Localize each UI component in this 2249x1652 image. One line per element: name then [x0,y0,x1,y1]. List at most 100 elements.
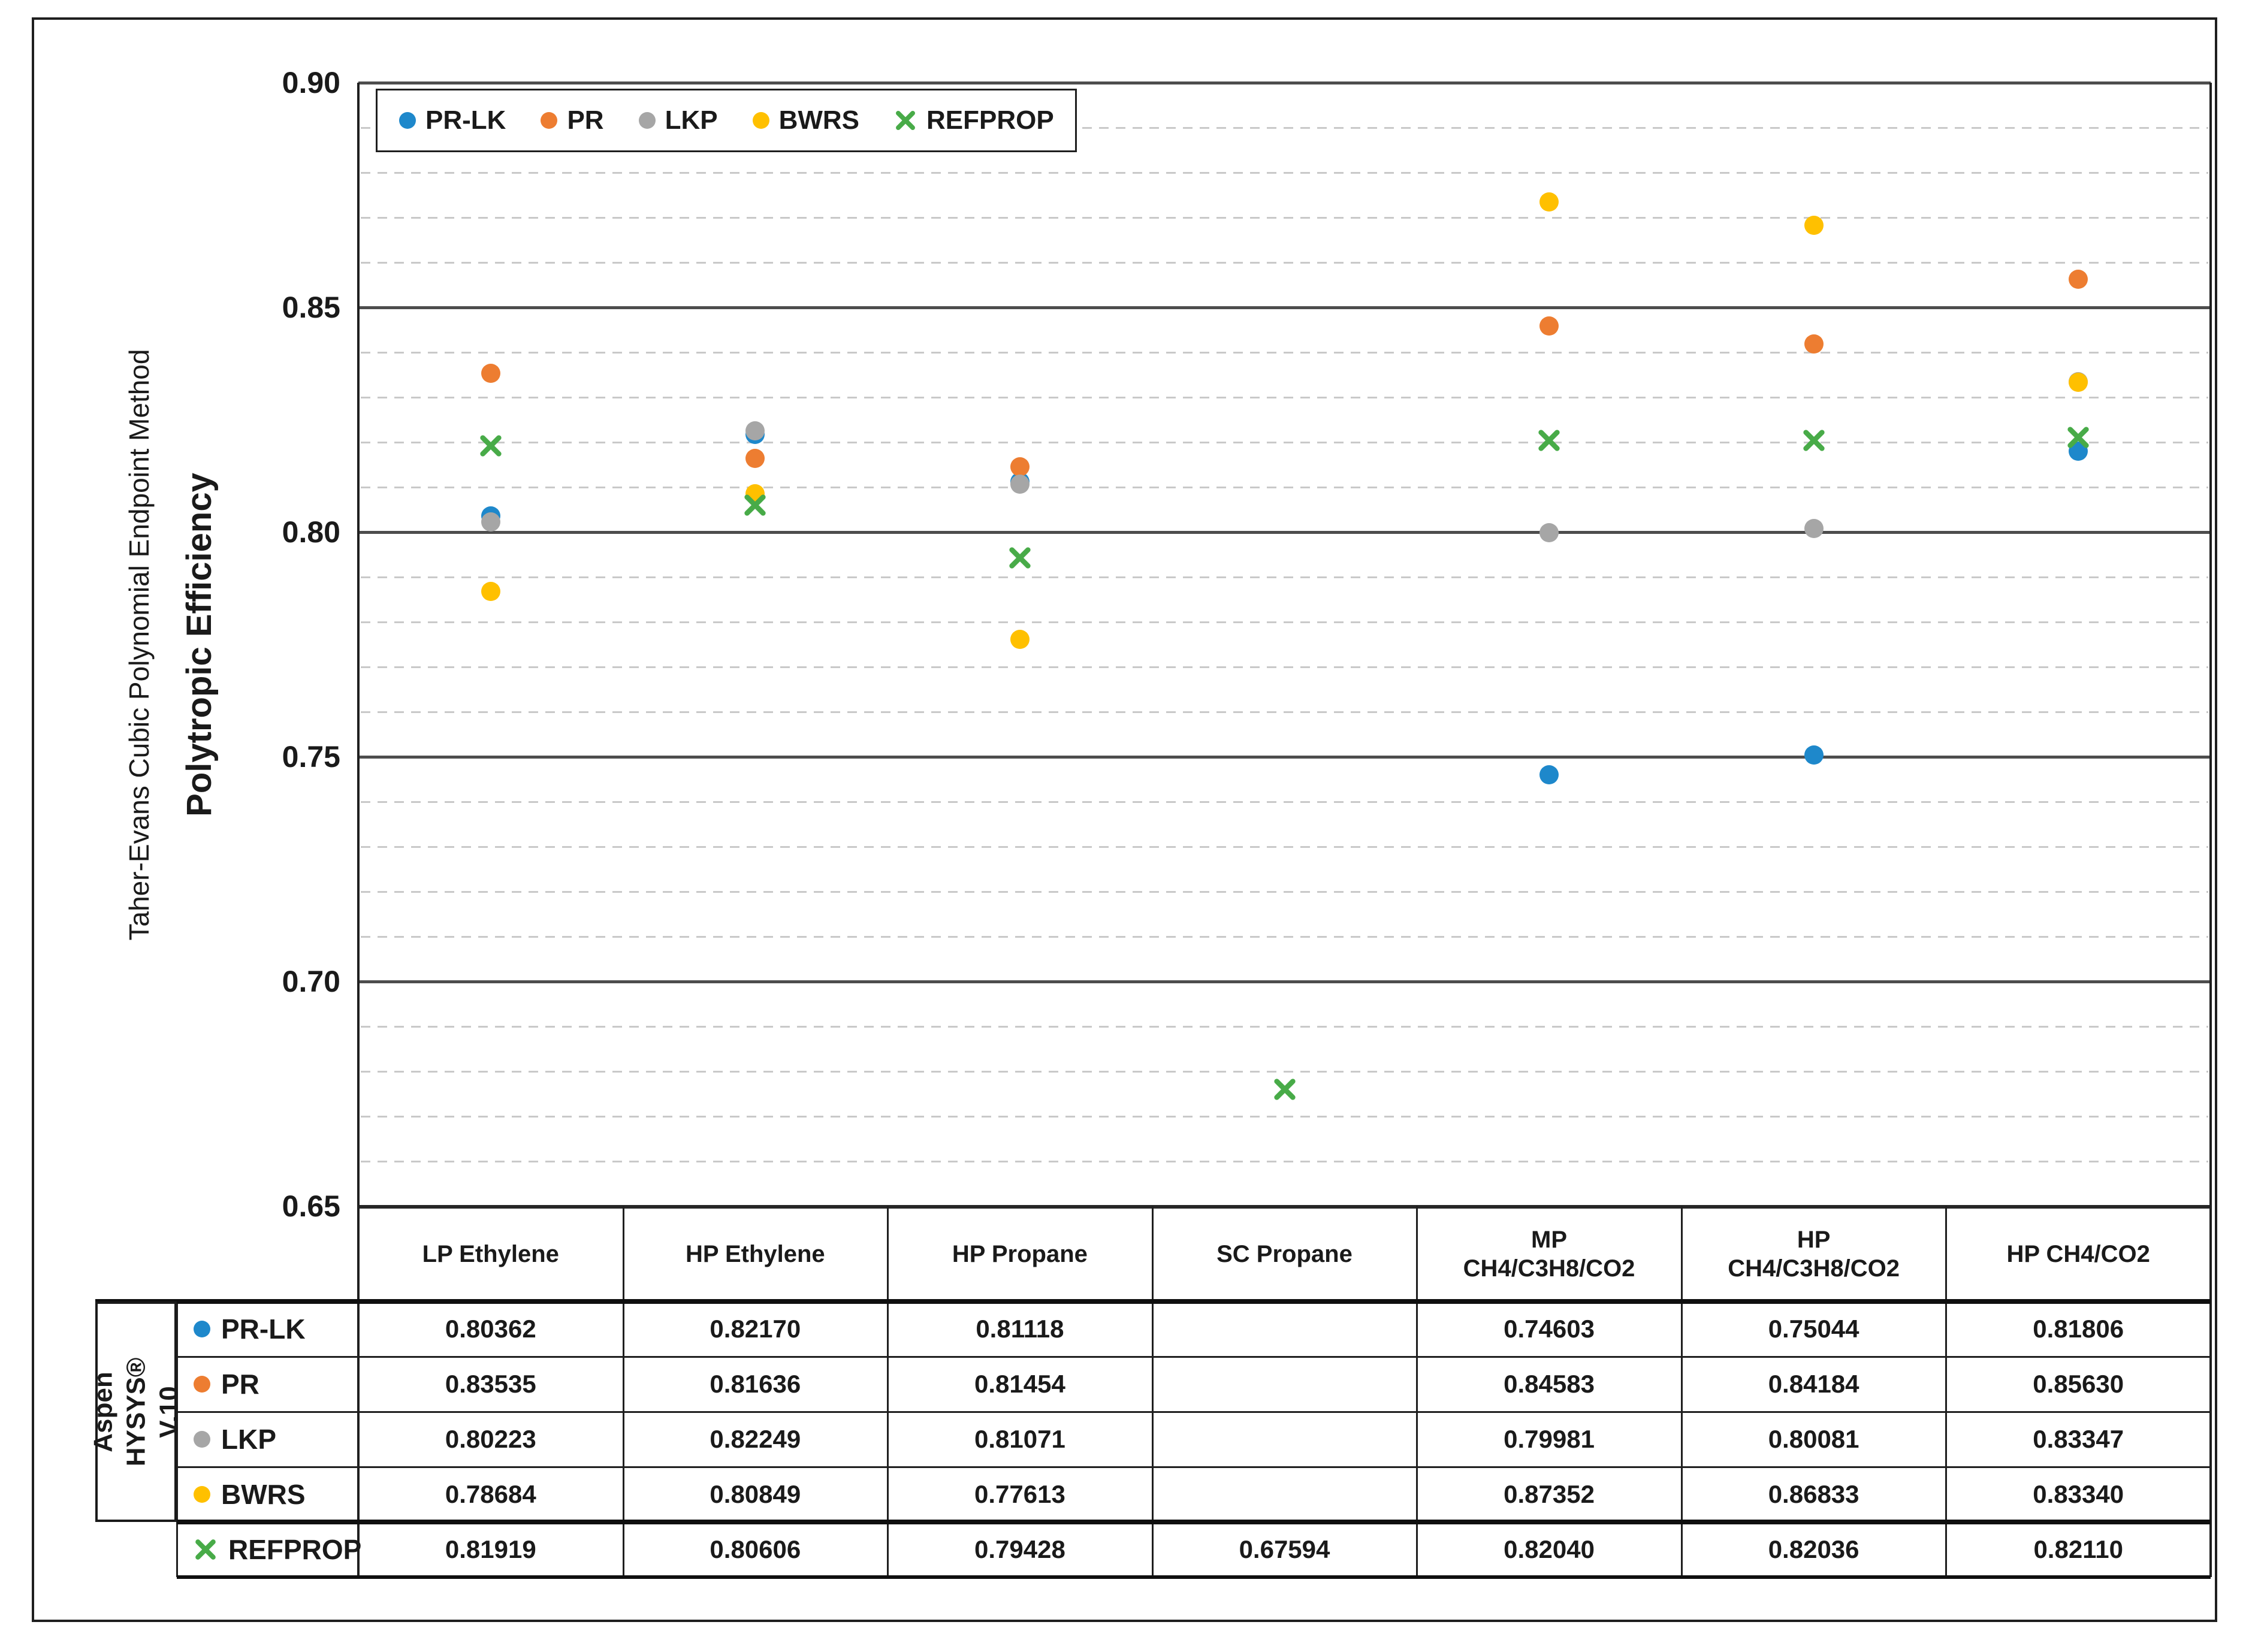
data-point-refprop [1801,428,1827,456]
data-point-pr [1804,334,1824,354]
legend-item-refprop: REFPROP [894,105,1054,135]
major-gridline [358,81,2211,84]
figure-border [32,17,2217,1622]
minor-gridline [361,397,2208,398]
y-axis-tick-label: 0.80 [282,515,340,549]
table-column-separator [1416,1206,1418,1577]
data-point-pr [481,363,500,383]
table-value-cell [1152,1301,1417,1357]
data-point-pr [2069,269,2088,289]
table-bottom-border [177,1575,2211,1579]
legend-label: BWRS [778,105,859,135]
circle-marker-icon [194,1486,210,1503]
table-value-cell: 0.84583 [1504,1370,1595,1398]
table-value-cell: 0.81636 [710,1370,801,1398]
plot-right-border [2209,83,2212,1577]
data-point-refprop [1007,545,1033,573]
table-value-cell: 0.86833 [1768,1480,1859,1508]
data-point-bwrs [481,581,500,601]
table-row-group-box: Aspen HYSYS® V.10 [89,1301,184,1522]
table-value-cell: 0.80849 [710,1480,801,1508]
table-value-cell: 0.79428 [974,1535,1065,1563]
table-value-cell: 0.77613 [974,1480,1065,1508]
series-name: BWRS [221,1479,306,1510]
minor-gridline [361,1161,2208,1162]
y-axis-title: Polytropic Efficiency [179,473,219,817]
minor-gridline [361,1116,2208,1118]
data-point-refprop [2066,425,2091,453]
table-value-cell [1152,1412,1417,1467]
table-thick-row-border [177,1520,2211,1524]
data-point-refprop [1272,1077,1297,1105]
legend-item-bwrs: BWRS [752,105,859,135]
table-value-cell: 0.82036 [1768,1535,1859,1563]
table-row-border [177,1356,2211,1358]
minor-gridline [361,621,2208,623]
minor-gridline [361,666,2208,668]
legend-label: REFPROP [926,105,1054,135]
minor-gridline [361,217,2208,219]
table-header-bottom-border [95,1299,2211,1304]
circle-marker-icon [752,112,769,129]
data-point-pr-lk [1539,765,1559,784]
minor-gridline [361,891,2208,893]
row-group-label: Aspen HYSYS® V.10 [88,1357,184,1466]
series-name: REFPROP [228,1534,362,1565]
table-value-cell: 0.87352 [1504,1480,1595,1508]
table-value-cell: 0.81806 [2033,1315,2124,1343]
circle-marker-icon [194,1376,210,1393]
table-header-cell: SC Propane [1216,1240,1353,1267]
minor-gridline [361,487,2208,488]
data-point-lkp [1804,518,1824,538]
series-name: PR [221,1369,259,1400]
data-point-pr [1539,316,1559,336]
minor-gridline [361,262,2208,264]
table-value-cell: 0.74603 [1504,1315,1595,1343]
table-value-cell: 0.83535 [445,1370,536,1398]
y-axis-tick-label: 0.65 [282,1189,340,1223]
table-value-cell: 0.82110 [2033,1535,2123,1563]
y-axis-secondary-title: Taher-Evans Cubic Polynomial Endpoint Me… [123,349,155,941]
circle-marker-icon [638,112,656,129]
table-row-border [177,1466,2211,1468]
legend-item-lkp: LKP [638,105,718,135]
table-header-cell: HP Propane [952,1240,1088,1267]
table-header-cell: HP CH4/CO2 [2006,1240,2150,1267]
table-value-cell: 0.67594 [1239,1535,1330,1563]
circle-marker-icon [194,1431,210,1448]
major-gridline [358,980,2211,983]
data-point-bwrs [2069,372,2088,392]
data-point-pr [1010,457,1030,476]
data-point-bwrs [1539,192,1559,212]
circle-marker-icon [194,1321,210,1337]
table-header-cell: LP Ethylene [422,1240,559,1267]
minor-gridline [361,1071,2208,1073]
series-name: LKP [221,1424,276,1455]
data-point-pr [745,449,765,469]
legend-label: LKP [665,105,718,135]
legend-item-pr-lk: PR-LK [399,105,506,135]
y-axis-tick-label: 0.70 [282,965,340,998]
y-axis-tick-label: 0.90 [282,66,340,99]
table-series-label-cell: REFPROP [177,1522,362,1577]
table-value-cell: 0.75044 [1768,1315,1859,1343]
data-point-refprop [1536,428,1562,456]
plot-left-border [357,83,360,1577]
minor-gridline [361,172,2208,174]
table-column-separator [1945,1206,1947,1577]
table-value-cell: 0.83347 [2033,1425,2124,1453]
table-value-cell [1152,1467,1417,1522]
table-column-separator [1681,1206,1683,1577]
circle-marker-icon [541,112,558,129]
table-value-cell: 0.81919 [445,1535,536,1563]
table-series-label-cell: PR-LK [177,1301,358,1357]
table-value-cell: 0.85630 [2033,1370,2124,1398]
table-series-label-cell: BWRS [177,1467,358,1522]
data-point-lkp [745,421,765,441]
major-gridline [358,531,2211,534]
data-point-bwrs [1804,215,1824,235]
table-value-cell: 0.81118 [976,1315,1064,1343]
y-axis-tick-label: 0.85 [282,291,340,324]
table-header-cell: MP CH4/C3H8/CO2 [1463,1226,1635,1282]
